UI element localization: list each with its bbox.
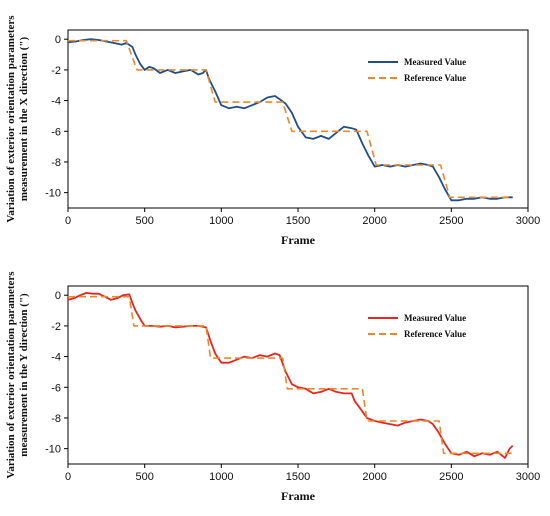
x-tick-label: 3000: [516, 471, 540, 483]
legend-label: Reference Value: [404, 73, 466, 83]
y-tick-label: 0: [55, 34, 61, 46]
x-tick-label: 1000: [209, 215, 233, 227]
y-tick-label: -6: [51, 382, 61, 394]
measured-value-line: [67, 38, 513, 202]
x-axis-title: Frame: [281, 233, 316, 247]
x-tick-label: 2500: [439, 215, 463, 227]
x-tick-label: 2000: [362, 215, 386, 227]
y-axis-title-line-1: Variation of exterior orientation parame…: [5, 15, 17, 223]
legend-label: Measured Value: [404, 313, 466, 323]
x-tick-label: 0: [65, 215, 71, 227]
y-axis-title-line-2: measurement in the Y direction ("): [18, 293, 30, 457]
y-tick-label: 0: [55, 290, 61, 302]
x-tick-label: 500: [135, 471, 153, 483]
chart-panel-y-direction: 0 500 1000 1500 2000 2500 3000 0 -2 -4 -6 -8 -10 Fram…: [5, 271, 540, 503]
x-tick-label: 2000: [362, 471, 386, 483]
y-tick-label: -8: [51, 157, 61, 169]
y-axis-title-line-2: measurement in the X direction ("): [18, 37, 30, 202]
x-tick-label: 3000: [516, 215, 540, 227]
y-tick-label: -10: [45, 444, 61, 456]
x-tick-label: 2500: [439, 471, 463, 483]
chart-panel-x-direction: 0 500 1000 1500 2000 2500 3000 0 -2 -4 -6 -8 -10 Fram…: [5, 15, 540, 247]
measured-value-line: [67, 291, 514, 459]
x-tick-label: 1000: [209, 471, 233, 483]
y-tick-label: -4: [51, 96, 61, 108]
legend-label: Measured Value: [404, 57, 466, 67]
y-tick-label: -10: [45, 188, 61, 200]
y-tick-label: -4: [51, 352, 61, 364]
y-tick-label: -8: [51, 413, 61, 425]
y-tick-label: -2: [51, 321, 61, 333]
x-tick-label: 500: [135, 215, 153, 227]
x-tick-label: 1500: [286, 215, 310, 227]
x-tick-label: 1500: [286, 471, 310, 483]
y-tick-label: -6: [51, 126, 61, 138]
y-axis-title: Variation of exterior orientation parame…: [5, 15, 30, 223]
y-tick-label: -2: [51, 65, 61, 77]
y-axis-title: Variation of exterior orientation parame…: [5, 271, 30, 479]
legend-label: Reference Value: [404, 329, 466, 339]
y-axis-title-line-1: Variation of exterior orientation parame…: [5, 271, 17, 479]
x-axis-title: Frame: [281, 489, 316, 503]
x-tick-label: 0: [65, 471, 71, 483]
